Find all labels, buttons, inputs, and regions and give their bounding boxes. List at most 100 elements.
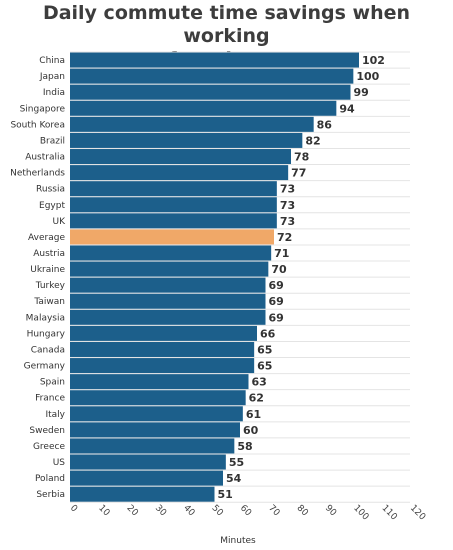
category-label: UK <box>53 217 67 227</box>
category-label: Singapore <box>20 104 66 114</box>
category-label: France <box>35 394 65 404</box>
category-label: Turkey <box>35 281 66 291</box>
bar <box>70 181 277 197</box>
value-label: 73 <box>280 183 295 196</box>
value-label: 77 <box>291 167 306 180</box>
value-label: 58 <box>237 440 252 453</box>
value-label: 63 <box>252 376 267 389</box>
chart-title-line-1: Daily commute time savings when working <box>42 2 411 47</box>
bar <box>70 116 314 132</box>
bar <box>70 277 266 293</box>
x-tick-label: 60 <box>238 503 253 518</box>
category-label: Average <box>28 233 65 243</box>
value-label: 54 <box>226 472 242 485</box>
bar <box>70 486 215 502</box>
value-label: 73 <box>280 199 295 212</box>
x-tick-label: 20 <box>125 503 140 518</box>
x-tick-label: 90 <box>323 503 338 518</box>
x-tick-label: 40 <box>181 503 196 518</box>
category-label: Spain <box>40 378 65 388</box>
category-label: Netherlands <box>10 169 65 179</box>
category-labels: China Japan India Singapore South Korea Brazi… <box>10 56 66 500</box>
category-label: Poland <box>35 474 65 484</box>
category-label: Sweden <box>29 426 65 436</box>
x-tick-label: 80 <box>295 503 310 518</box>
category-label: Australia <box>25 153 65 163</box>
x-tick-label: 70 <box>266 503 281 518</box>
category-label: Egypt <box>39 201 65 211</box>
bar <box>70 422 240 438</box>
x-axis-title: Minutes <box>220 536 256 546</box>
bar <box>70 197 277 213</box>
bar <box>70 325 257 341</box>
bar <box>70 245 272 261</box>
value-label: 102 <box>362 54 385 67</box>
x-tick-label: 30 <box>153 503 168 518</box>
value-label: 51 <box>218 488 233 501</box>
category-label: Serbia <box>36 490 65 500</box>
value-label: 61 <box>246 408 261 421</box>
category-label: Brazil <box>40 136 65 146</box>
value-label: 71 <box>274 247 289 260</box>
value-label: 62 <box>249 392 264 405</box>
x-tick-labels: 0 10 20 30 40 50 60 70 80 90 100 110 120 <box>68 503 427 522</box>
category-label: Malaysia <box>26 313 65 323</box>
x-tick-label: 0 <box>68 503 79 514</box>
x-tick-label: 110 <box>380 503 399 522</box>
category-label: Hungary <box>27 329 66 339</box>
value-label: 99 <box>354 86 369 99</box>
bar <box>70 149 291 165</box>
x-tick-label: 120 <box>408 503 427 522</box>
category-label: Germany <box>24 362 66 372</box>
category-label: Greece <box>33 442 65 452</box>
value-label: 65 <box>257 343 272 356</box>
value-label: 78 <box>294 151 309 164</box>
category-label: China <box>39 56 65 66</box>
x-tick-label: 10 <box>96 503 111 518</box>
category-label: Taiwan <box>33 297 65 307</box>
bar <box>70 132 303 148</box>
category-label: India <box>43 88 65 98</box>
category-label: Russia <box>36 185 65 195</box>
value-label: 66 <box>260 327 276 340</box>
bars <box>70 52 359 502</box>
category-label: Japan <box>39 72 65 82</box>
bar <box>70 406 243 422</box>
category-label: Canada <box>31 345 65 355</box>
category-label: South Korea <box>10 120 65 130</box>
category-label: US <box>53 458 66 468</box>
x-tick-label: 50 <box>210 503 225 518</box>
value-label: 69 <box>269 279 284 292</box>
bar <box>70 213 277 229</box>
value-label: 65 <box>257 360 272 373</box>
bar <box>70 100 337 116</box>
value-labels: 102 100 99 94 86 82 78 77 73 73 73 72 71 70 69 69 69 66 65… <box>218 54 385 501</box>
bar <box>70 309 266 325</box>
bar <box>70 165 289 181</box>
bar <box>70 341 255 357</box>
category-label: Austria <box>33 249 65 259</box>
bar <box>70 229 274 245</box>
bar <box>70 390 246 406</box>
value-label: 70 <box>271 263 287 276</box>
value-label: 100 <box>356 70 379 83</box>
bar <box>70 454 226 470</box>
bar <box>70 261 269 277</box>
value-label: 60 <box>243 424 259 437</box>
category-label: Italy <box>45 410 65 420</box>
gridlines <box>70 51 410 503</box>
bar <box>70 438 235 454</box>
value-label: 69 <box>269 295 284 308</box>
value-label: 69 <box>269 311 284 324</box>
bar <box>70 68 354 84</box>
x-tick-label: 100 <box>351 503 370 522</box>
value-label: 86 <box>317 118 333 131</box>
value-label: 94 <box>339 102 355 115</box>
value-label: 73 <box>280 215 295 228</box>
bar <box>70 293 266 309</box>
value-label: 82 <box>305 134 320 147</box>
bar <box>70 84 351 100</box>
bar <box>70 470 223 486</box>
bar <box>70 52 359 68</box>
